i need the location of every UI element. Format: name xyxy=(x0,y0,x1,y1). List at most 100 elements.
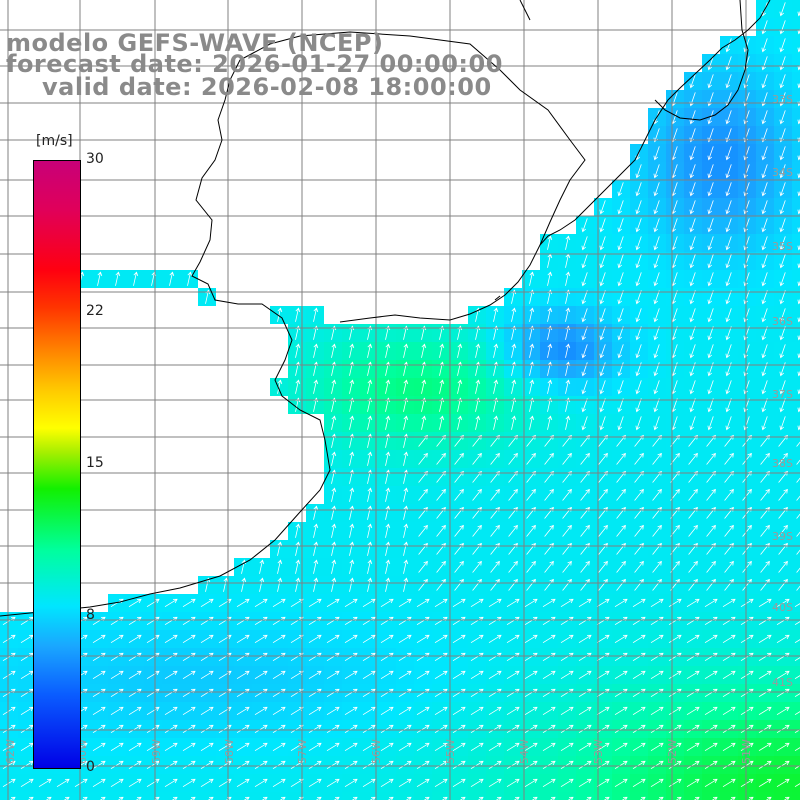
latitude-label: 37S xyxy=(772,388,793,401)
wind-arrow xyxy=(110,670,124,680)
wind-arrow xyxy=(614,778,628,788)
wind-arrow xyxy=(634,524,644,537)
wind-arrow xyxy=(686,634,700,644)
wind-arrow xyxy=(797,136,800,143)
wind-arrow xyxy=(707,344,714,359)
wind-arrow xyxy=(743,236,750,251)
wind-arrow xyxy=(616,524,626,537)
wind-arrow xyxy=(313,379,319,394)
speed-cell xyxy=(594,792,612,800)
wind-arrow xyxy=(506,778,520,788)
wind-arrow xyxy=(797,334,800,341)
wind-arrow xyxy=(794,693,800,698)
wind-arrow xyxy=(794,729,800,734)
wind-arrow xyxy=(436,524,446,537)
wind-arrow xyxy=(725,398,732,413)
wind-arrow xyxy=(707,380,714,395)
wind-arrow xyxy=(236,724,250,734)
latitude-label: 33S xyxy=(772,93,793,106)
wind-arrow xyxy=(779,218,786,233)
wind-arrow xyxy=(434,724,448,734)
wind-arrow xyxy=(524,670,538,680)
wind-arrow xyxy=(653,398,660,413)
wind-arrow xyxy=(796,441,800,447)
wind-arrow xyxy=(740,598,754,608)
wind-arrow xyxy=(706,452,716,465)
wind-arrow xyxy=(634,488,644,501)
wind-arrow xyxy=(20,778,34,788)
wind-arrow xyxy=(200,598,214,608)
wind-arrow xyxy=(542,724,556,734)
wind-arrow xyxy=(797,10,800,17)
wind-arrow xyxy=(599,326,606,341)
speed-cell xyxy=(792,702,800,720)
wind-arrow xyxy=(385,523,391,538)
wind-arrow xyxy=(272,670,286,680)
wind-arrow xyxy=(272,598,286,608)
longitude-labels: 62W 60W 59W 58W 57W 56W 55W 54W 53W 52W 51W xyxy=(4,739,753,764)
wind-arrow xyxy=(511,415,517,430)
wind-arrow xyxy=(794,639,800,644)
wind-arrow xyxy=(164,670,178,680)
wind-arrow xyxy=(725,380,732,395)
wind-arrow xyxy=(380,670,394,680)
wind-arrow xyxy=(761,74,768,89)
wind-arrow xyxy=(725,308,732,323)
wind-arrow xyxy=(707,326,714,341)
wind-arrow xyxy=(110,634,124,644)
speed-cell xyxy=(792,558,800,576)
wind-arrow xyxy=(454,578,464,591)
wind-arrow xyxy=(470,634,484,644)
wind-arrow xyxy=(367,415,373,430)
wind-arrow xyxy=(689,236,696,251)
wind-arrow xyxy=(313,523,319,538)
wind-arrow xyxy=(146,670,160,680)
colorbar-tick-15: 15 xyxy=(86,455,104,471)
wind-arrow xyxy=(326,742,340,752)
wind-arrow xyxy=(740,634,754,644)
wind-arrow xyxy=(367,343,373,358)
wind-arrow xyxy=(128,760,142,770)
wind-arrow xyxy=(635,164,642,179)
wind-arrow xyxy=(560,634,574,644)
wind-arrow xyxy=(380,724,394,734)
wind-arrow xyxy=(367,541,373,556)
speed-cell xyxy=(792,378,800,396)
longitude-label: 54W xyxy=(518,739,531,764)
wind-arrow xyxy=(128,778,142,788)
wind-arrow xyxy=(779,398,786,413)
wind-arrow xyxy=(452,706,466,716)
wind-arrow xyxy=(254,742,268,752)
wind-arrow xyxy=(277,307,283,322)
wind-arrow xyxy=(470,670,484,680)
wind-arrow xyxy=(578,706,592,716)
wind-arrow xyxy=(313,505,319,520)
wind-arrow xyxy=(599,254,606,269)
wind-arrow xyxy=(2,742,16,752)
wind-arrow xyxy=(418,524,428,537)
wind-arrow xyxy=(707,236,714,251)
speed-cell xyxy=(270,792,288,800)
wind-arrow xyxy=(146,724,160,734)
longitude-label: 55W xyxy=(444,739,457,764)
wind-arrow xyxy=(722,706,736,716)
wind-arrow xyxy=(349,577,355,592)
wind-arrow xyxy=(470,778,484,788)
wind-arrow xyxy=(92,706,106,716)
wind-arrow xyxy=(562,560,572,573)
wind-arrow xyxy=(614,742,628,752)
wind-arrow xyxy=(367,487,373,502)
wind-arrow xyxy=(524,778,538,788)
wind-arrow xyxy=(581,290,588,305)
wind-arrow xyxy=(254,670,268,680)
wind-arrow xyxy=(457,415,463,430)
wind-arrow xyxy=(578,742,592,752)
wind-arrow xyxy=(742,524,752,537)
wind-arrow xyxy=(617,182,624,197)
wind-arrow xyxy=(758,742,772,752)
wind-arrow xyxy=(742,560,752,573)
wind-arrow xyxy=(635,236,642,251)
speed-cell xyxy=(540,792,558,800)
wind-arrow xyxy=(380,598,394,608)
wind-arrow xyxy=(688,524,698,537)
